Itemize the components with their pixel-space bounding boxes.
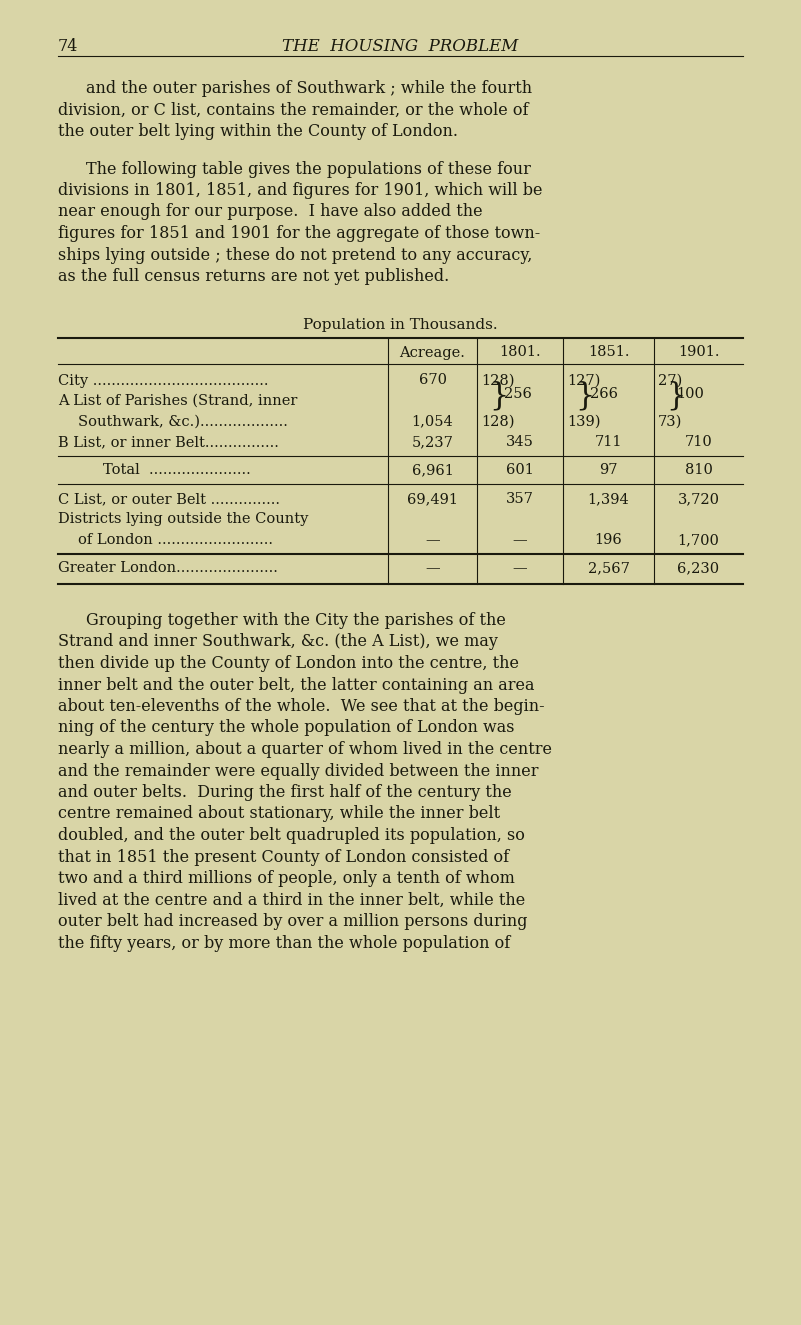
Text: figures for 1851 and 1901 for the aggregate of those town-: figures for 1851 and 1901 for the aggreg… (58, 225, 540, 242)
Text: 69,491: 69,491 (407, 492, 458, 506)
Text: 710: 710 (685, 435, 712, 449)
Text: Strand and inner Southwark, &c. (the A List), we may: Strand and inner Southwark, &c. (the A L… (58, 633, 498, 651)
Text: 3,720: 3,720 (678, 492, 719, 506)
Text: centre remained about stationary, while the inner belt: centre remained about stationary, while … (58, 806, 500, 823)
Text: then divide up the County of London into the centre, the: then divide up the County of London into… (58, 655, 519, 672)
Text: 128): 128) (481, 415, 514, 428)
Text: 73): 73) (658, 415, 682, 428)
Text: the outer belt lying within the County of London.: the outer belt lying within the County o… (58, 123, 458, 140)
Text: }: } (575, 380, 594, 412)
Text: 345: 345 (506, 435, 534, 449)
Text: C List, or outer Belt ...............: C List, or outer Belt ............... (58, 492, 280, 506)
Text: THE  HOUSING  PROBLEM: THE HOUSING PROBLEM (283, 38, 518, 56)
Text: Population in Thousands.: Population in Thousands. (304, 318, 497, 331)
Text: and the remainder were equally divided between the inner: and the remainder were equally divided b… (58, 762, 538, 779)
Text: 97: 97 (599, 464, 618, 477)
Text: ships lying outside ; these do not pretend to any accuracy,: ships lying outside ; these do not prete… (58, 246, 533, 264)
Text: Total  ......................: Total ...................... (103, 464, 251, 477)
Text: 1,394: 1,394 (588, 492, 630, 506)
Text: }: } (489, 380, 509, 412)
Text: 6,230: 6,230 (678, 562, 719, 575)
Text: —: — (425, 533, 440, 547)
Text: 100: 100 (676, 387, 704, 401)
Text: 1801.: 1801. (499, 346, 541, 359)
Text: City ......................................: City ...................................… (58, 374, 268, 387)
Text: of London .........................: of London ......................... (78, 533, 273, 547)
Text: outer belt had increased by over a million persons during: outer belt had increased by over a milli… (58, 913, 528, 930)
Text: 127): 127) (567, 374, 601, 387)
Text: division, or C list, contains the remainder, or the whole of: division, or C list, contains the remain… (58, 102, 529, 118)
Text: 6,961: 6,961 (412, 464, 453, 477)
Text: near enough for our purpose.  I have also added the: near enough for our purpose. I have also… (58, 204, 483, 220)
Text: lived at the centre and a third in the inner belt, while the: lived at the centre and a third in the i… (58, 892, 525, 909)
Text: Greater London......................: Greater London...................... (58, 562, 278, 575)
Text: inner belt and the outer belt, the latter containing an area: inner belt and the outer belt, the latte… (58, 677, 534, 693)
Text: 601: 601 (506, 464, 534, 477)
Text: 1901.: 1901. (678, 346, 719, 359)
Text: 266: 266 (590, 387, 618, 401)
Text: 1,054: 1,054 (412, 415, 453, 428)
Text: that in 1851 the present County of London consisted of: that in 1851 the present County of Londo… (58, 848, 509, 865)
Text: nearly a million, about a quarter of whom lived in the centre: nearly a million, about a quarter of who… (58, 741, 552, 758)
Text: 196: 196 (594, 533, 622, 547)
Text: A List of Parishes (Strand, inner: A List of Parishes (Strand, inner (58, 394, 297, 408)
Text: —: — (513, 533, 527, 547)
Text: 711: 711 (595, 435, 622, 449)
Text: Grouping together with the City the parishes of the: Grouping together with the City the pari… (86, 612, 506, 629)
Text: doubled, and the outer belt quadrupled its population, so: doubled, and the outer belt quadrupled i… (58, 827, 525, 844)
Text: B List, or inner Belt................: B List, or inner Belt................ (58, 435, 279, 449)
Text: 1851.: 1851. (588, 346, 630, 359)
Text: —: — (513, 562, 527, 575)
Text: two and a third millions of people, only a tenth of whom: two and a third millions of people, only… (58, 871, 515, 886)
Text: 27): 27) (658, 374, 682, 387)
Text: 357: 357 (506, 492, 534, 506)
Text: 256: 256 (504, 387, 532, 401)
Text: 810: 810 (685, 464, 712, 477)
Text: —: — (425, 562, 440, 575)
Text: 2,567: 2,567 (588, 562, 630, 575)
Text: The following table gives the populations of these four: The following table gives the population… (86, 160, 531, 178)
Text: as the full census returns are not yet published.: as the full census returns are not yet p… (58, 268, 449, 285)
Text: 5,237: 5,237 (412, 435, 453, 449)
Text: 74: 74 (58, 38, 78, 56)
Text: 670: 670 (418, 374, 446, 387)
Text: 1,700: 1,700 (678, 533, 719, 547)
Text: about ten-elevenths of the whole.  We see that at the begin-: about ten-elevenths of the whole. We see… (58, 698, 545, 716)
Text: Districts lying outside the County: Districts lying outside the County (58, 513, 308, 526)
Text: Southwark, &c.)...................: Southwark, &c.)................... (78, 415, 288, 428)
Text: the fifty years, or by more than the whole population of: the fifty years, or by more than the who… (58, 934, 510, 951)
Text: divisions in 1801, 1851, and figures for 1901, which will be: divisions in 1801, 1851, and figures for… (58, 182, 542, 199)
Text: 128): 128) (481, 374, 514, 387)
Text: and the outer parishes of Southwark ; while the fourth: and the outer parishes of Southwark ; wh… (86, 80, 532, 97)
Text: }: } (666, 380, 686, 412)
Text: ning of the century the whole population of London was: ning of the century the whole population… (58, 719, 514, 737)
Text: and outer belts.  During the first half of the century the: and outer belts. During the first half o… (58, 784, 512, 802)
Text: 139): 139) (567, 415, 601, 428)
Text: Acreage.: Acreage. (400, 346, 465, 359)
